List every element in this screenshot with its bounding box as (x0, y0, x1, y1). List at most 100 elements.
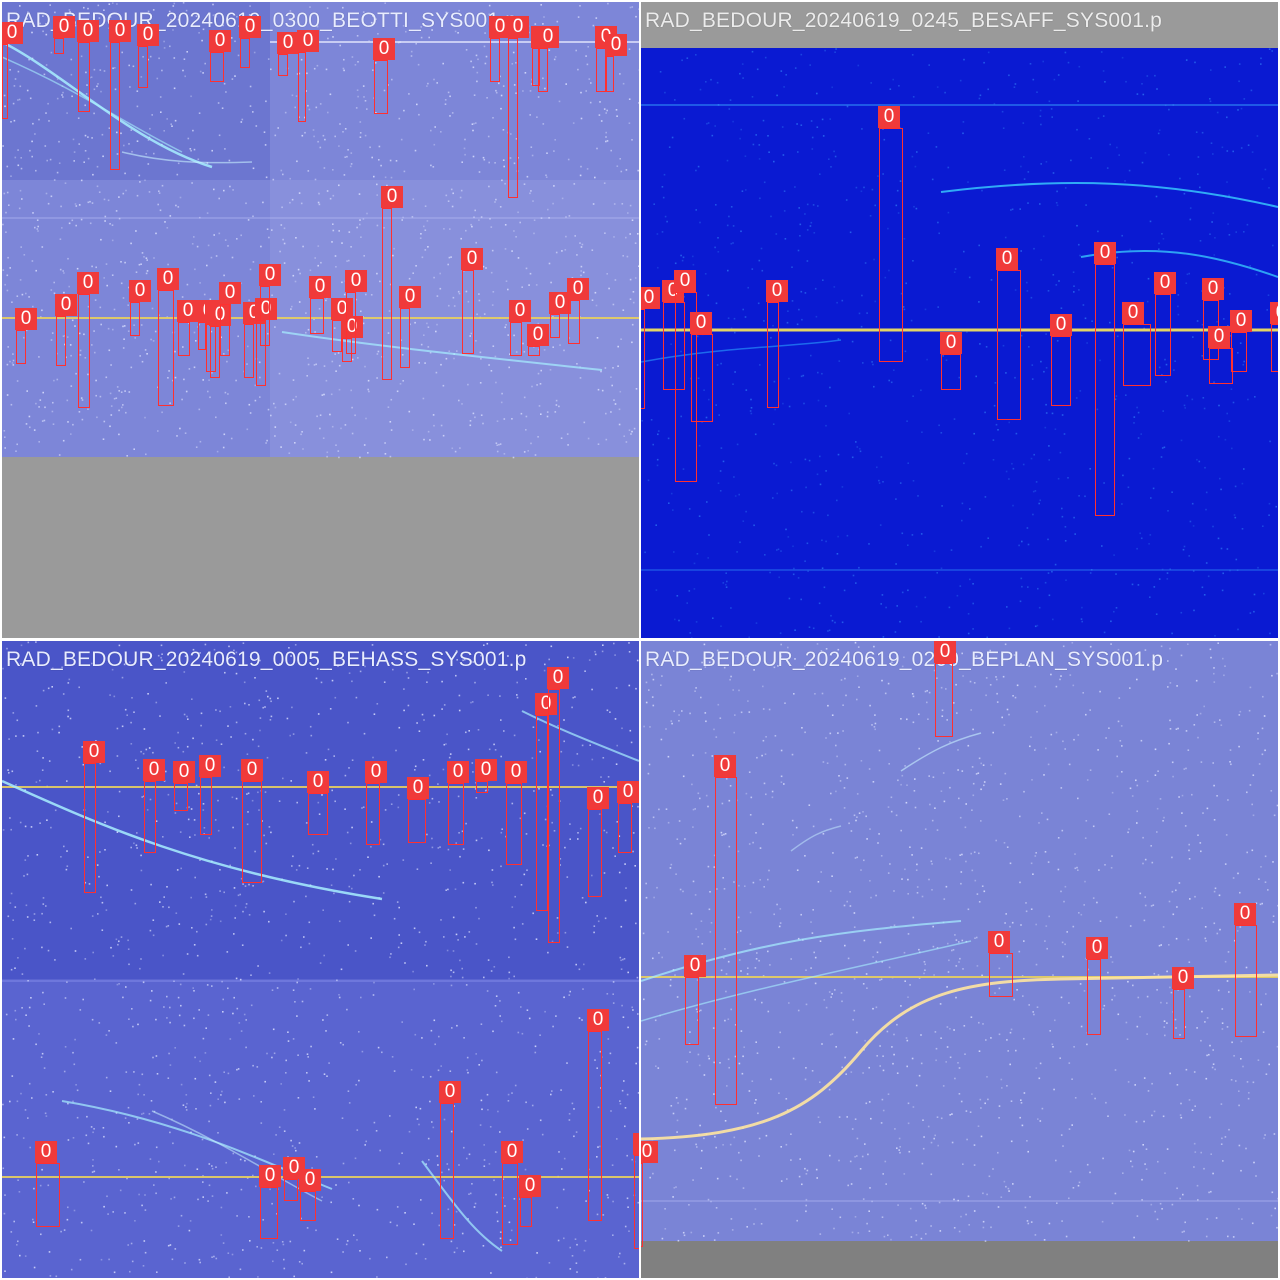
detection-class-label: 0 (519, 1175, 541, 1197)
detection-class-label: 0 (299, 1169, 321, 1191)
detection-class-label: 0 (331, 298, 353, 320)
detection-box: 0 (157, 268, 179, 406)
detection-box: 0 (407, 777, 429, 843)
detection-class-label: 0 (177, 300, 199, 322)
detection-box: 0 (587, 787, 609, 897)
detection-class-label: 0 (297, 30, 319, 52)
detection-class-label: 0 (690, 312, 712, 334)
detection-box: 0 (1270, 302, 1278, 372)
detection-class-label: 0 (239, 16, 261, 38)
detection-box: 0 (399, 286, 421, 368)
detection-class-label: 0 (996, 248, 1018, 270)
detection-box: 0 (988, 931, 1013, 997)
detection-box: 0 (239, 16, 261, 68)
detection-box: 0 (940, 332, 962, 390)
detection-class-label: 0 (878, 106, 900, 128)
detection-class-label: 0 (1270, 302, 1278, 324)
detection-class-label: 0 (15, 308, 37, 330)
detection-class-label: 0 (547, 667, 569, 689)
detection-box: 0 (345, 270, 367, 354)
detection-box: 0 (373, 38, 395, 114)
detection-box: 0 (1094, 242, 1116, 516)
detection-class-label: 0 (641, 1141, 658, 1163)
detection-class-label: 0 (53, 16, 75, 38)
detection-class-label: 0 (489, 16, 511, 38)
detection-class-label: 0 (537, 26, 559, 48)
detection-class-label: 0 (1154, 272, 1176, 294)
detection-box: 0 (509, 300, 531, 356)
detection-class-label: 0 (674, 270, 696, 292)
panel-filename: RAD_BEDOUR_20240619_0300_BEOTTI_SYS001.p (6, 9, 518, 32)
detection-box: 0 (1230, 310, 1252, 372)
detection-box: 0 (77, 272, 99, 408)
panel-filename: RAD_BEDOUR_20240619_0005_BEHASS_SYS001.p (6, 648, 527, 671)
detection-box: 0 (299, 1169, 321, 1221)
detection-class-label: 0 (137, 24, 159, 46)
detection-class-label: 0 (507, 16, 529, 38)
detection-box: 0 (461, 248, 483, 354)
detection-class-label: 0 (549, 292, 571, 314)
detection-box: 0 (83, 741, 105, 893)
detection-class-label: 0 (109, 20, 131, 42)
detection-class-label: 0 (605, 34, 627, 56)
detection-class-label: 0 (407, 777, 429, 799)
detection-class-label: 0 (365, 761, 387, 783)
spectrogram-panel-top-left: RAD_BEDOUR_20240619_0300_BEOTTI_SYS001.p… (2, 2, 639, 638)
detection-class-label: 0 (381, 186, 403, 208)
detection-class-label: 0 (2, 22, 23, 44)
detection-box: 0 (766, 280, 788, 408)
detection-box: 0 (1202, 278, 1224, 360)
spectrogram-panel-top-right: RAD_BEDOUR_20240619_0245_BESAFF_SYS001.p… (641, 2, 1278, 638)
detection-class-label: 0 (277, 32, 299, 54)
detection-box: 0 (1086, 937, 1108, 1035)
detection-class-label: 0 (1208, 326, 1230, 348)
detection-class-label: 0 (1050, 314, 1072, 336)
spectrogram-panel-bottom-left: RAD_BEDOUR_20240619_0005_BEHASS_SYS001.p… (2, 641, 639, 1278)
detection-class-label: 0 (766, 280, 788, 302)
detection-class-label: 0 (259, 264, 281, 286)
detection-class-label: 0 (461, 248, 483, 270)
detection-box: 0 (197, 300, 219, 350)
detection-class-label: 0 (714, 755, 736, 777)
detection-class-label: 0 (475, 759, 497, 781)
detection-box: 0 (243, 302, 265, 378)
panel-filename: RAD_BEDOUR_20240619_0200_BEPLAN_SYS001.p (645, 648, 1164, 671)
detection-box: 0 (137, 24, 159, 88)
detection-class-label: 0 (934, 641, 956, 663)
detection-box: 0 (1050, 314, 1072, 406)
detection-box: 0 (381, 186, 403, 380)
detection-class-label: 0 (1086, 937, 1108, 959)
detection-box: 0 (307, 771, 329, 835)
detection-class-label: 0 (199, 755, 221, 777)
detection-box: 0 (684, 955, 706, 1045)
detection-box: 0 (129, 280, 151, 336)
detection-box: 0 (259, 264, 281, 346)
detection-box: 0 (567, 278, 589, 344)
detection-box: 0 (209, 30, 231, 82)
detection-box: 0 (519, 1175, 541, 1227)
detection-class-label: 0 (940, 332, 962, 354)
detection-box: 0 (1122, 302, 1151, 386)
detection-class-label: 0 (501, 1141, 523, 1163)
detection-class-label: 0 (173, 761, 195, 783)
detection-box: 0 (505, 761, 527, 865)
detection-class-label: 0 (509, 300, 531, 322)
detection-box: 0 (1154, 272, 1176, 376)
detection-box: 0 (365, 761, 387, 845)
detection-box: 0 (674, 270, 697, 482)
spectrogram-tr-image (641, 2, 1278, 638)
detection-box: 0 (1234, 903, 1257, 1037)
detection-box: 0 (2, 22, 23, 119)
detection-box: 0 (283, 1157, 305, 1201)
detection-class-label: 0 (447, 761, 469, 783)
detection-box: 0 (501, 1141, 523, 1245)
detection-class-label: 0 (77, 272, 99, 294)
detection-box: 0 (641, 1141, 658, 1247)
detection-class-label: 0 (157, 268, 179, 290)
detection-class-label: 0 (633, 1133, 639, 1155)
detection-class-label: 0 (1230, 310, 1252, 332)
detection-box: 0 (143, 759, 165, 853)
detection-box: 0 (996, 248, 1021, 420)
detection-box: 0 (549, 292, 571, 338)
detection-box: 0 (535, 693, 557, 911)
